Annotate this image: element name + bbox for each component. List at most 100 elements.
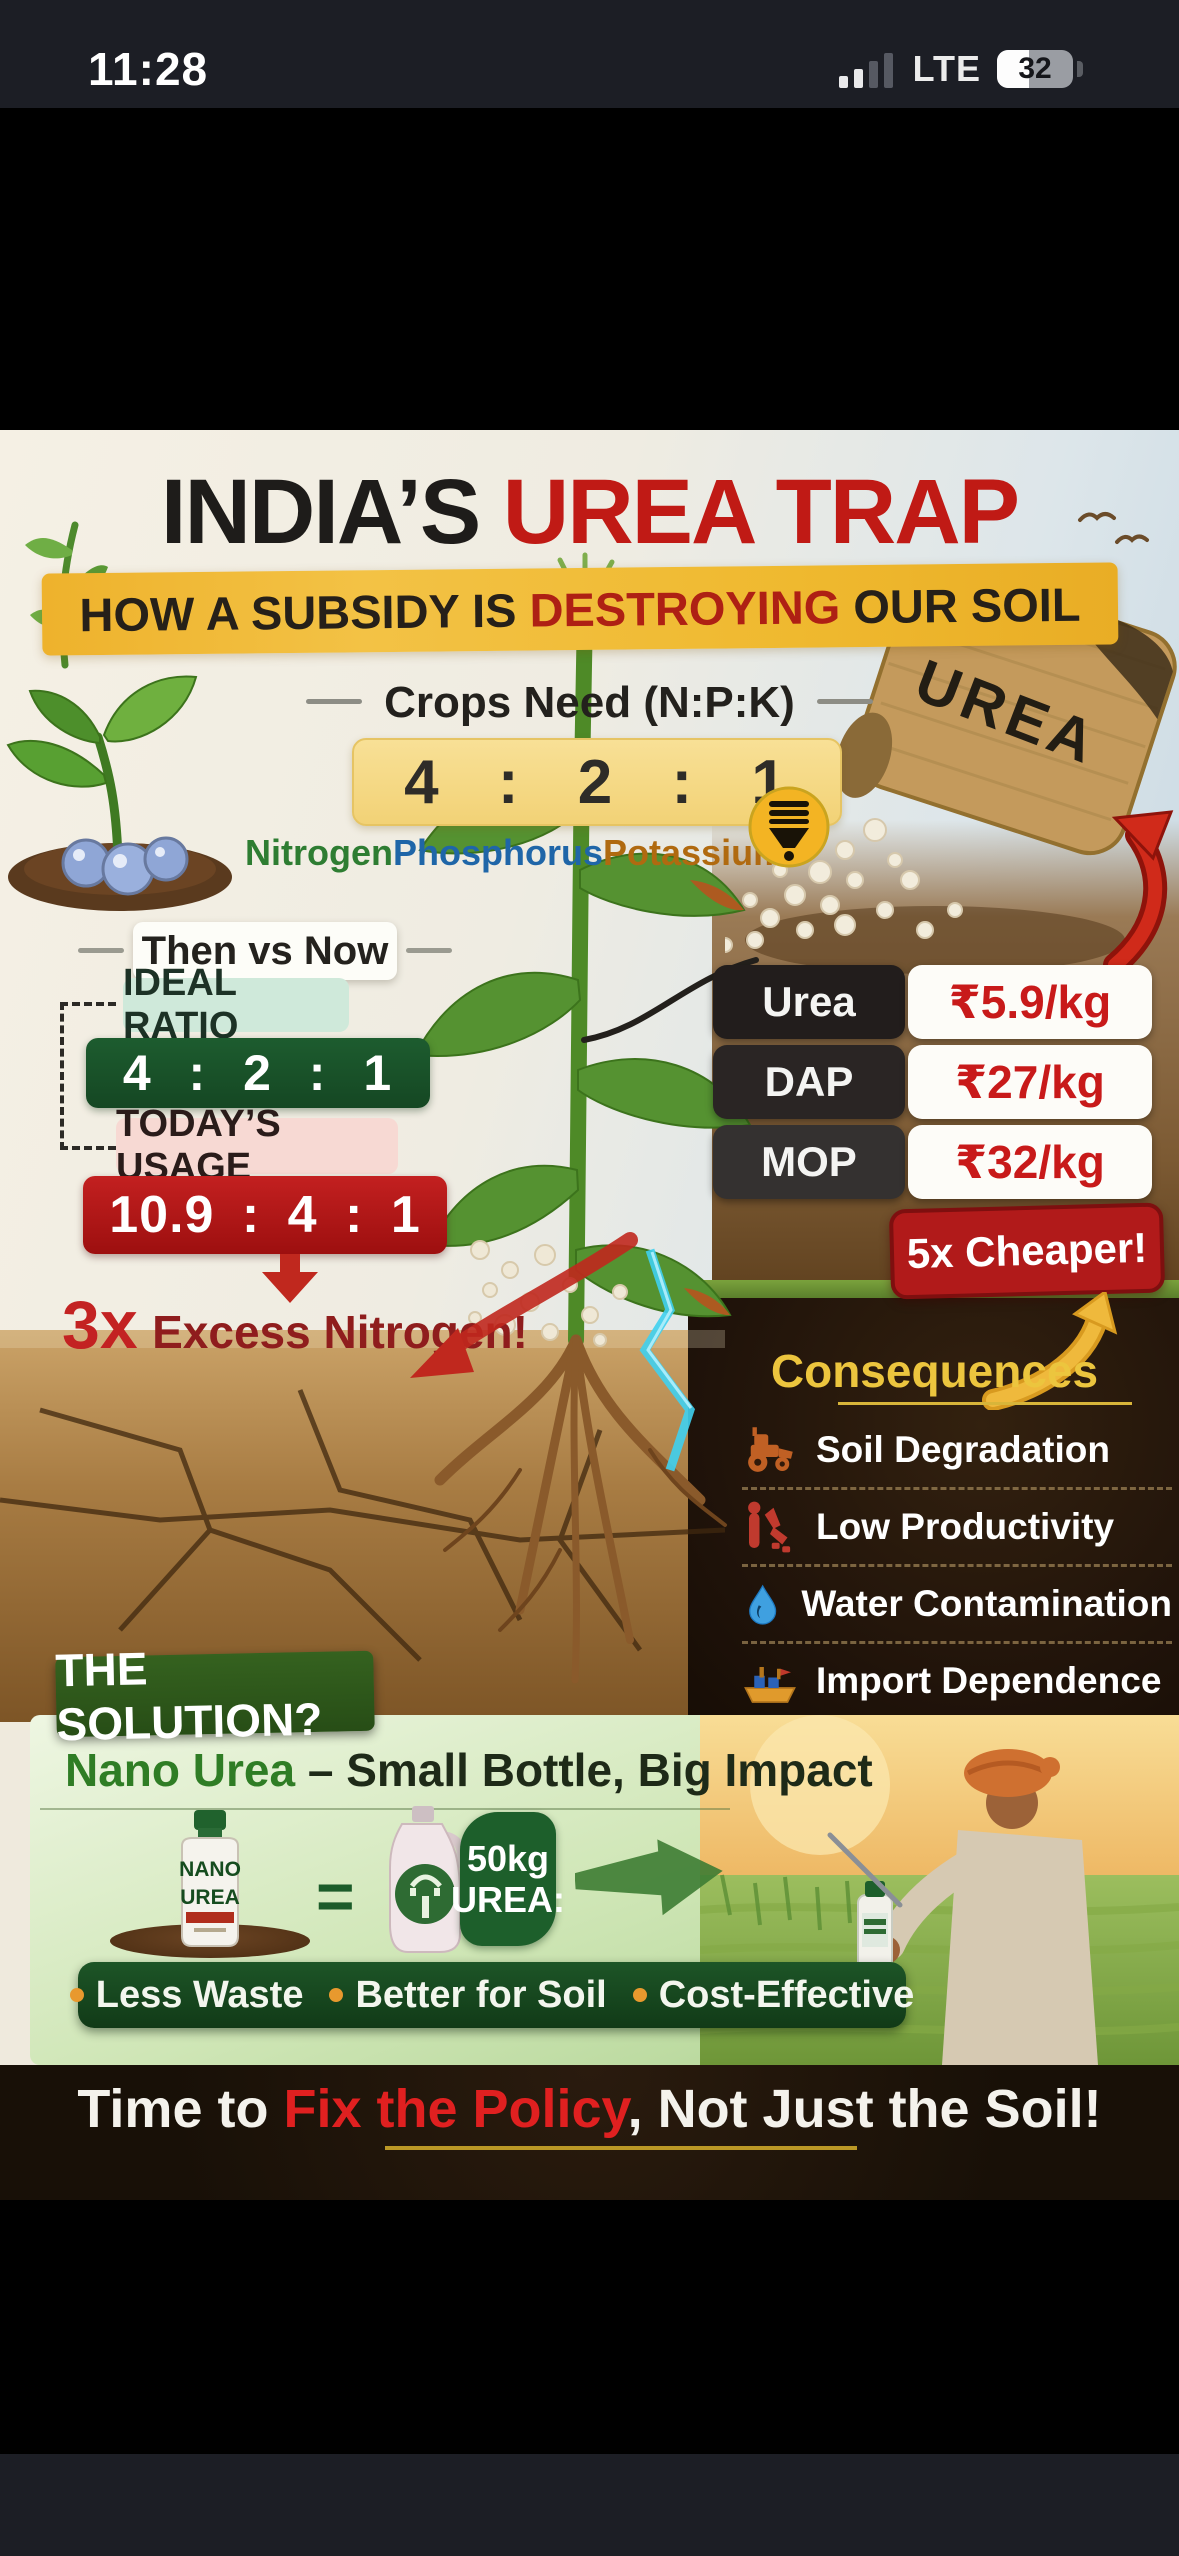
signal-bars-icon xyxy=(838,53,893,88)
subtitle-text: HOW A SUBSIDY IS DESTROYING OUR SOIL xyxy=(79,576,1081,641)
nutrient-labels: Nitrogen Phosphorus Potassium xyxy=(245,832,785,874)
footer-underline xyxy=(385,2146,857,2150)
dap-price-pill: ₹27/kg xyxy=(908,1045,1152,1119)
tvn-dash-left xyxy=(78,948,124,953)
crops-need-label: Crops Need (N:P:K) xyxy=(384,678,795,727)
bottle-label-line2: UREA xyxy=(180,1886,240,1909)
consequence-label: Low Productivity xyxy=(816,1506,1115,1547)
dash-left xyxy=(306,698,363,704)
dashed-separator xyxy=(742,1641,1172,1644)
ship-icon xyxy=(744,1667,796,1703)
benefit-item: Better for Soil xyxy=(329,1973,607,2017)
dash-right xyxy=(816,698,873,704)
yellow-curved-arrow-icon xyxy=(982,1292,1118,1410)
funnel-badge-icon xyxy=(748,786,830,868)
birds-icon xyxy=(1078,512,1149,544)
page-title: INDIA’S UREA TRAP xyxy=(0,460,1179,565)
mop-price-pill: ₹32/kg xyxy=(908,1125,1152,1199)
equivalent-bag-badge: 50kg UREA: xyxy=(451,1812,565,1946)
bullet-dot xyxy=(632,1988,647,2002)
benefit-label: Better for Soil xyxy=(355,1973,607,2016)
nano-heading-rest: – Small Bottle, Big Impact xyxy=(295,1744,873,1796)
benefits-bar: Less Waste Better for Soil Cost-Effectiv… xyxy=(69,1962,914,2028)
droplet-icon xyxy=(749,1584,777,1625)
network-type-label: LTE xyxy=(912,48,981,89)
nano-urea-heading: Nano Urea – Small Bottle, Big Impact xyxy=(65,1743,873,1797)
phosphorus-label: Phosphorus xyxy=(393,832,604,873)
decline-icon xyxy=(748,1501,791,1553)
consequence-label: Soil Degradation xyxy=(816,1429,1110,1470)
dap-name-pill: DAP xyxy=(713,1045,905,1119)
bag-line2: UREA: xyxy=(451,1879,565,1920)
subtitle-highlight: DESTROYING xyxy=(529,579,841,637)
dashed-separator xyxy=(742,1564,1172,1567)
list-item: Low Productivity xyxy=(742,1491,1172,1563)
todays-usage-value: 10.9 : 4 : 1 xyxy=(83,1176,447,1254)
bracket-stub-bottom xyxy=(60,1146,116,1150)
benefit-label: Less Waste xyxy=(95,1973,304,2016)
consequence-label: Import Dependence xyxy=(816,1660,1162,1701)
dashed-separator xyxy=(742,1487,1172,1490)
benefit-item: Cost-Effective xyxy=(632,1973,915,2017)
consequences-list: Soil Degradation Low Productivity xyxy=(742,1414,1172,1717)
footer-highlight: Fix the Policy xyxy=(283,2079,628,2139)
excess-multiplier: 3x xyxy=(62,1287,138,1363)
then-vs-now-heading: Then vs Now xyxy=(133,922,397,980)
farmer-field-art xyxy=(700,1715,1179,2065)
urea-jug-icon xyxy=(389,1806,466,1953)
maize-plant-art xyxy=(413,552,752,1684)
subtitle-pre: HOW A SUBSIDY IS xyxy=(79,583,530,641)
equals-sign: = xyxy=(316,1859,355,1933)
footer-pre: Time to xyxy=(77,2079,284,2139)
consequence-label: Water Contamination xyxy=(801,1583,1172,1624)
npk-ratio-box: 4 : 2 : 1 xyxy=(352,738,842,826)
seedling-icon xyxy=(6,675,232,911)
bottom-system-bar xyxy=(0,2454,1179,2556)
list-item: Water Contamination xyxy=(742,1568,1172,1640)
nano-urea-bottle-icon: NANO UREA xyxy=(179,1810,241,1947)
status-right-cluster: LTE 32 xyxy=(838,48,1083,90)
bottle-label-line1: NANO xyxy=(179,1858,241,1881)
title-red: UREA TRAP xyxy=(502,461,1020,563)
infographic-image: INDIA’S UREA TRAP HOW A SUBSIDY IS DESTR… xyxy=(0,430,1179,2200)
mop-name-pill: MOP xyxy=(713,1125,905,1199)
nano-heading-green: Nano Urea xyxy=(65,1744,296,1796)
battery-fill xyxy=(997,50,1029,88)
list-item: Soil Degradation xyxy=(742,1414,1172,1486)
crops-need-heading: Crops Need (N:P:K) xyxy=(0,678,1179,728)
todays-usage-label: TODAY’S USAGE xyxy=(116,1103,398,1188)
dark-soil-panel xyxy=(688,1298,1179,1722)
bullet-dot xyxy=(69,1988,84,2002)
nitrogen-label: Nitrogen xyxy=(245,832,393,873)
battery-nub xyxy=(1077,61,1083,77)
green-arrow-icon xyxy=(575,1839,723,1916)
bullet-dot xyxy=(329,1988,344,2002)
battery-percent: 32 xyxy=(1018,52,1052,85)
red-curved-arrow-icon xyxy=(410,1232,638,1378)
urea-name-pill: Urea xyxy=(713,965,905,1039)
urea-price-pill: ₹5.9/kg xyxy=(908,965,1152,1039)
status-time: 11:28 xyxy=(88,43,209,95)
benefit-item: Less Waste xyxy=(69,1973,304,2017)
ideal-ratio-label: IDEAL RATIO xyxy=(123,962,349,1047)
status-bar: 11:28 LTE 32 xyxy=(0,0,1179,108)
footer-message: Time to Fix the Policy, Not Just the Soi… xyxy=(0,2078,1179,2140)
list-item: Import Dependence xyxy=(742,1645,1172,1717)
title-black: INDIA’S xyxy=(160,461,481,563)
cheaper-badge: 5x Cheaper! xyxy=(888,1202,1166,1300)
ideal-ratio-value: 4 : 2 : 1 xyxy=(86,1038,430,1108)
benefit-label: Cost-Effective xyxy=(658,1973,915,2016)
solution-heading: THE SOLUTION? xyxy=(55,1642,375,1750)
nano-heading-underline xyxy=(40,1808,730,1810)
bag-line1: 50kg xyxy=(466,1837,550,1879)
bracket-stub-top xyxy=(60,1002,116,1006)
consequences-heading: Consequences xyxy=(770,1345,1099,1397)
footer-post: , Not Just the Soil! xyxy=(627,2079,1102,2139)
bracket-line xyxy=(60,1002,64,1150)
tractor-icon xyxy=(748,1427,793,1472)
consequences-underline xyxy=(838,1402,1132,1405)
battery-icon: 32 xyxy=(997,50,1073,88)
subtitle-post: OUR SOIL xyxy=(839,577,1081,633)
footer-strip-background xyxy=(0,2065,1179,2200)
